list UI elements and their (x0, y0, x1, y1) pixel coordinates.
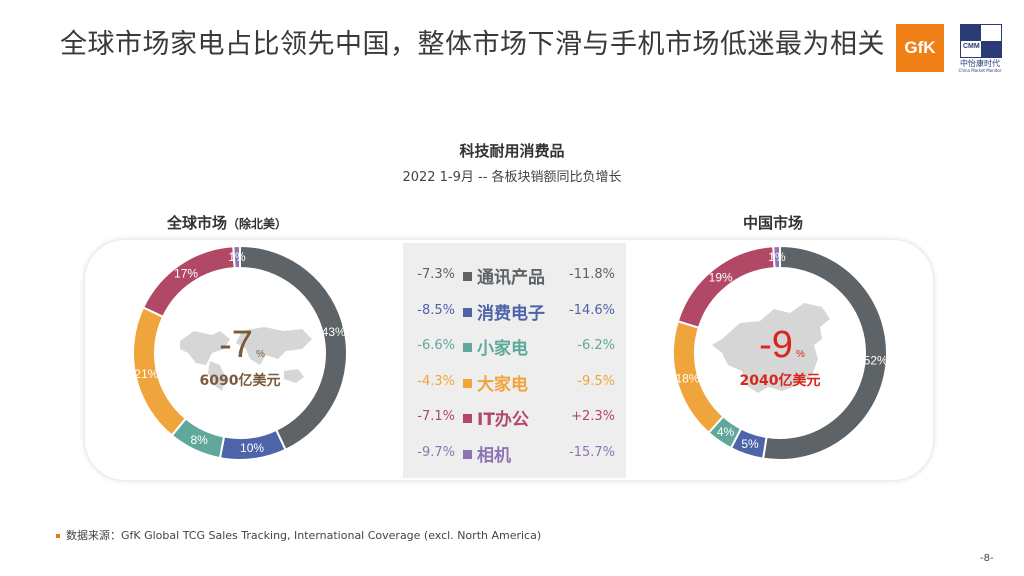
growth-table-background (403, 243, 626, 478)
category-label: 大家电 (477, 374, 528, 395)
gfk-logo-text: GfK (904, 38, 936, 57)
category-label: IT办公 (477, 410, 529, 430)
world-map-icon (180, 327, 312, 391)
china-market-name: 中国市场 (743, 214, 804, 232)
global-market-suffix: （除北美） (227, 217, 288, 231)
cmm-logo-en: China Market Monitor (958, 68, 1002, 73)
center-growth: -9 (759, 324, 793, 366)
category-label: 通讯产品 (477, 268, 545, 288)
category-label: 消费电子 (477, 303, 545, 324)
donut-segment (772, 244, 781, 270)
global-donut: 43% 10% 8% 21% 17% 1% -7 % 6090亿美元 (132, 244, 348, 461)
global-market-title: 全球市场（除北美） (167, 212, 287, 233)
global-growth-value: -4.3% (417, 373, 455, 389)
legend-swatch (463, 378, 472, 388)
category-label: 小家电 (477, 339, 528, 359)
global-growth-value: -9.7% (417, 444, 455, 460)
segment-label: 4% (717, 425, 735, 439)
center-total: 2040亿美元 (740, 372, 821, 389)
center-growth-unit: % (256, 349, 265, 360)
bullet-icon (56, 534, 60, 538)
global-growth-value: -6.6% (417, 338, 455, 353)
china-growth-value: -6.2% (577, 338, 615, 353)
growth-row: -7.1% IT办公 +2.3% (403, 402, 626, 432)
china-growth-value: -15.7% (569, 444, 615, 460)
gfk-logo: GfK (896, 24, 944, 72)
donut-segment (232, 244, 241, 270)
legend-swatch (463, 343, 472, 352)
legend-swatch (463, 307, 472, 317)
growth-row: -6.6% 小家电 -6.2% (403, 331, 626, 361)
center-growth: -7 (219, 324, 253, 366)
center-total: 6090亿美元 (200, 372, 281, 389)
growth-row: -7.3% 通讯产品 -11.8% (403, 260, 626, 290)
global-growth-value: -7.3% (417, 267, 455, 282)
segment-label: 1% (228, 250, 246, 264)
china-growth-value: -14.6% (569, 302, 615, 318)
page-number: -8- (980, 553, 994, 564)
segment-label: 1% (768, 250, 786, 264)
china-growth-value: -9.5% (577, 373, 615, 389)
china-donut: 52% 5% 4% 18% 19% 1% -9 % 2040亿美元 (672, 244, 888, 461)
data-source: 数据来源：GfK Global TCG Sales Tracking, Inte… (56, 527, 541, 543)
cmm-logo-mark (960, 24, 1002, 58)
segment-label: 52% (864, 354, 888, 368)
segment-label: 10% (240, 441, 264, 455)
china-growth-value: +2.3% (571, 409, 615, 424)
center-growth-unit: % (796, 349, 805, 360)
global-growth-value: -8.5% (417, 302, 455, 318)
chart-subtitle: 2022 1-9月 -- 各板块销额同比负增长 (402, 170, 622, 185)
cmm-logo: CMM 中怡康时代 China Market Monitor (954, 24, 1006, 73)
cmm-logo-cn: 中怡康时代 (960, 59, 1000, 68)
segment-label: 8% (190, 433, 208, 447)
segment-label: 19% (709, 271, 733, 285)
donut-segment (676, 245, 776, 330)
segment-label: 18% (675, 372, 699, 386)
donut-segment (141, 245, 236, 319)
china-market-title: 中国市场 (743, 212, 803, 233)
china-growth-value: -11.8% (569, 267, 615, 282)
growth-row: -8.5% 消费电子 -14.6% (403, 296, 626, 326)
category-label: 相机 (477, 445, 511, 466)
segment-label: 5% (741, 437, 759, 451)
page-title: 全球市场家电占比领先中国，整体市场下滑与手机市场低迷最为相关 (60, 29, 885, 60)
legend-swatch (463, 272, 472, 281)
legend-swatch (463, 449, 472, 459)
segment-label: 17% (174, 267, 198, 281)
growth-row: -9.7% 相机 -15.7% (403, 438, 626, 468)
global-market-name: 全球市场 (167, 214, 228, 232)
legend-swatch (463, 414, 472, 423)
chart-title: 科技耐用消费品 (459, 142, 565, 160)
data-source-text: 数据来源：GfK Global TCG Sales Tracking, Inte… (66, 529, 542, 542)
cmm-logo-text: CMM (962, 43, 981, 50)
segment-label: 43% (322, 325, 346, 339)
china-map-icon (712, 303, 830, 393)
global-growth-value: -7.1% (417, 409, 455, 424)
segment-label: 21% (134, 367, 158, 381)
growth-row: -4.3% 大家电 -9.5% (403, 367, 626, 397)
